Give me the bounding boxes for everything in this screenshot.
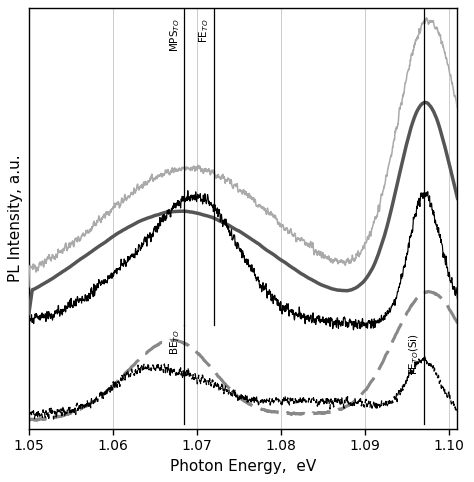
X-axis label: Photon Energy,  eV: Photon Energy, eV bbox=[170, 459, 316, 474]
Y-axis label: PL Intensity, a.u.: PL Intensity, a.u. bbox=[9, 155, 23, 282]
Text: MPS$_{TO}$: MPS$_{TO}$ bbox=[168, 18, 182, 52]
Text: FE$_{TO}$: FE$_{TO}$ bbox=[198, 18, 211, 42]
Text: BE$_{TO}$: BE$_{TO}$ bbox=[168, 330, 182, 356]
Text: FE$_{TO}$(Si): FE$_{TO}$(Si) bbox=[408, 334, 421, 375]
